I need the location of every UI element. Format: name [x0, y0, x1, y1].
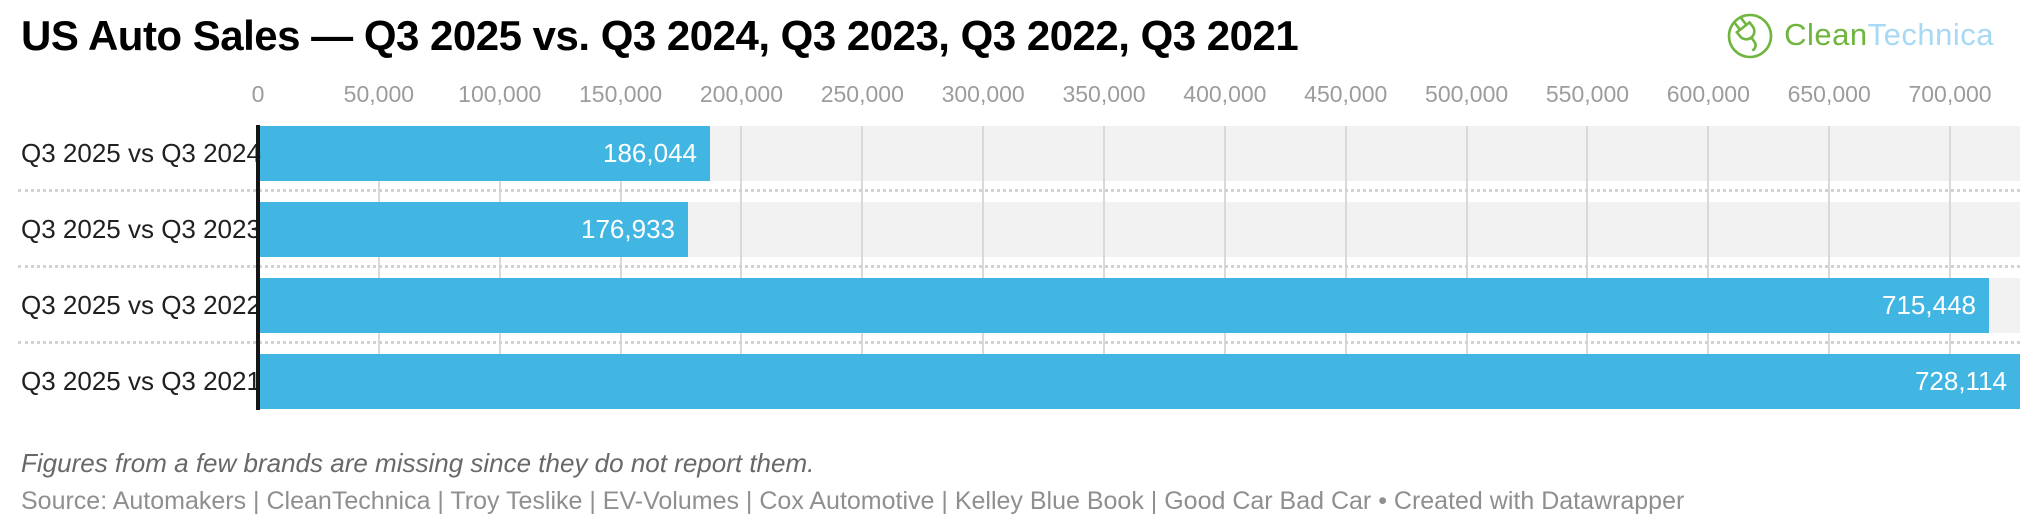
bar[interactable]: 176,933: [260, 202, 688, 257]
bar-value-label: 176,933: [581, 214, 675, 244]
bar[interactable]: 728,114: [260, 354, 2020, 409]
x-axis-tick-label: 200,000: [699, 81, 784, 107]
row-category-label: Q3 2025 vs Q3 2022: [21, 290, 261, 320]
x-axis-tick-label: 250,000: [820, 81, 904, 107]
bar[interactable]: 186,044: [260, 126, 710, 181]
chart-title: US Auto Sales — Q3 2025 vs. Q3 2024, Q3 …: [21, 12, 1299, 59]
row-category-label: Q3 2025 vs Q3 2024: [21, 138, 261, 168]
row-separator: [18, 341, 2020, 344]
logo-wordmark: CleanTechnica: [1784, 17, 1994, 53]
chart-note: Figures from a few brands are missing si…: [21, 448, 815, 478]
bar-value-label: 715,448: [1882, 290, 1976, 320]
x-axis-tick-label: 400,000: [1183, 81, 1267, 107]
bar-value-label: 728,114: [1914, 366, 2007, 396]
axis-baseline: [256, 125, 260, 410]
row-category-label: Q3 2025 vs Q3 2021: [21, 366, 261, 396]
x-axis-tick-label: 600,000: [1666, 81, 1750, 107]
x-axis-tick-label: 650,000: [1787, 81, 1871, 107]
x-axis-tick-label: 550,000: [1545, 81, 1630, 107]
x-axis-tick-label: 300,000: [941, 81, 1025, 107]
plug-in-circle-icon: [1725, 10, 1775, 60]
logo-text-clean: Clean: [1784, 17, 1868, 52]
x-axis-tick-label: 500,000: [1425, 81, 1509, 107]
x-axis-tick-label: 350,000: [1062, 81, 1146, 107]
row-separator: [18, 189, 2020, 192]
x-axis-tick-label: 0: [251, 81, 265, 107]
x-axis-tick-label: 450,000: [1304, 81, 1388, 107]
bar-value-label: 186,044: [603, 138, 697, 168]
x-axis-tick-label: 100,000: [458, 81, 542, 107]
logo-text-technica: Technica: [1867, 17, 1994, 52]
cleantechnica-logo[interactable]: CleanTechnica: [1725, 10, 1994, 60]
chart-source: Source: Automakers | CleanTechnica | Tro…: [21, 487, 1685, 515]
row-separator: [18, 265, 2020, 268]
x-axis-tick-label: 150,000: [579, 81, 663, 107]
row-category-label: Q3 2025 vs Q3 2023: [21, 214, 261, 244]
x-axis-tick-label: 700,000: [1908, 81, 1992, 107]
bar[interactable]: 715,448: [260, 278, 1989, 333]
x-axis-tick-label: 50,000: [343, 81, 415, 107]
